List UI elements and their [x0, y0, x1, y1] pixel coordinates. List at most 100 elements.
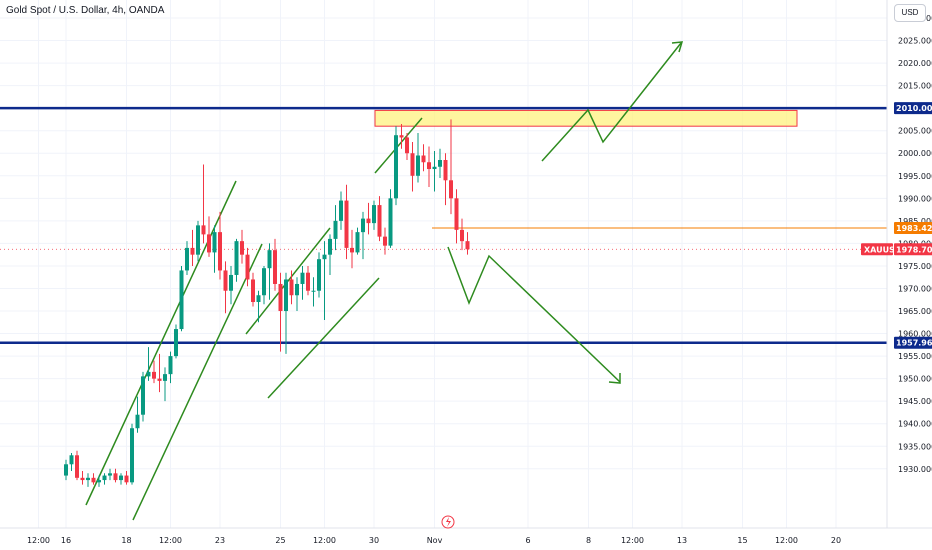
candle-body	[295, 283, 299, 296]
candle-body	[256, 295, 261, 303]
candle-body	[344, 200, 349, 248]
candle-body	[218, 232, 222, 271]
time-tick-label: 12:00	[27, 536, 50, 545]
candle-body	[306, 272, 310, 291]
candle-body	[185, 247, 189, 271]
time-tick-label: 30	[369, 536, 379, 545]
price-tick-label: 1930.000	[898, 465, 932, 474]
candle-body	[130, 428, 134, 483]
level-badge-zone: 2010.000	[896, 104, 932, 113]
time-tick-label: 15	[737, 536, 747, 545]
candle-body	[69, 455, 74, 465]
price-tick-label: 2020.000	[898, 59, 932, 68]
time-tick-label: 12:00	[621, 536, 644, 545]
time-tick-label: Nov	[427, 536, 443, 545]
candle-body	[207, 234, 211, 253]
price-tick-label: 1935.000	[898, 442, 932, 451]
candle-body	[399, 135, 404, 138]
price-tick-label: 1960.000	[898, 330, 932, 339]
price-tick-label: 1975.000	[898, 262, 932, 271]
candle-body	[152, 371, 156, 379]
candle-body	[124, 475, 129, 483]
candle-body	[300, 272, 305, 284]
candle-body	[262, 268, 266, 296]
time-tick-label: 16	[61, 536, 71, 545]
level-badge-bottom: 1957.963	[896, 339, 932, 348]
candle-body	[317, 259, 321, 291]
time-tick-label: 23	[215, 536, 225, 545]
candle-body	[163, 374, 167, 381]
level-badge-mid: 1983.428	[896, 224, 932, 233]
candle-body	[383, 236, 387, 246]
candle-body	[460, 229, 464, 242]
trend-channel-line[interactable]	[132, 243, 263, 521]
trend-channel-line[interactable]	[267, 277, 380, 399]
price-tick-label: 1990.000	[898, 194, 932, 203]
candle-body	[278, 283, 283, 312]
candle-body	[157, 378, 162, 381]
candle-body	[438, 160, 442, 167]
candle-body	[267, 250, 272, 269]
candle-body	[355, 232, 360, 253]
candle-body	[75, 455, 79, 478]
symbol-title[interactable]: Gold Spot / U.S. Dollar, 4h, OANDA	[6, 5, 165, 16]
price-tick-label: 1970.000	[898, 284, 932, 293]
candle-body	[410, 153, 415, 176]
candle-body	[339, 200, 343, 221]
candle-body	[229, 274, 233, 291]
candle-body	[361, 218, 365, 233]
candle-body	[284, 279, 288, 312]
candle-body	[421, 155, 426, 163]
candle-body	[80, 477, 85, 481]
candle-body	[212, 232, 217, 253]
candle-body	[168, 356, 173, 375]
candle-body	[289, 279, 294, 296]
candle-body	[245, 254, 250, 280]
symbol-badge-bg	[861, 243, 893, 256]
candle-body	[196, 225, 200, 255]
candle-body	[432, 166, 437, 170]
candle-body	[119, 475, 123, 481]
candle-body	[372, 205, 376, 224]
candle-body	[113, 473, 118, 481]
time-tick-label: 12:00	[313, 536, 336, 545]
currency-button[interactable]: USD	[894, 4, 926, 22]
time-tick-label: 20	[831, 536, 841, 545]
candle-body	[449, 180, 453, 199]
time-tick-label: 12:00	[775, 536, 798, 545]
level-badge-mid-bg	[894, 221, 932, 234]
price-tick-label: 1965.000	[898, 307, 932, 316]
supply-zone[interactable]	[374, 109, 798, 127]
price-scale[interactable]	[887, 0, 932, 528]
bullish-projection-path[interactable]	[541, 42, 682, 162]
price-tick-label: 2005.000	[898, 127, 932, 136]
candle-body	[454, 198, 459, 230]
price-tick-label: 1945.000	[898, 397, 932, 406]
candle-body	[141, 376, 145, 415]
candle-body	[201, 225, 206, 235]
candle-body	[394, 135, 398, 199]
candle-body	[108, 473, 112, 476]
candle-body	[64, 464, 68, 476]
price-tick-label: 1955.000	[898, 352, 932, 361]
candle-body	[135, 414, 140, 429]
candle-body	[146, 371, 151, 377]
candle-body	[91, 477, 96, 483]
candle-body	[251, 279, 255, 303]
bearish-arrowhead	[608, 373, 621, 384]
candle-body	[273, 250, 277, 284]
candle-body	[328, 238, 332, 255]
level-badge-zone-bg	[894, 102, 932, 115]
candle-body	[223, 270, 228, 291]
price-tick-label: 1940.000	[898, 420, 932, 429]
price-tick-label: 1985.000	[898, 217, 932, 226]
price-tick-label: 1950.000	[898, 375, 932, 384]
trend-channel-line[interactable]	[374, 117, 423, 174]
candle-body	[416, 155, 420, 176]
lightning-icon	[446, 517, 451, 527]
candle-body	[377, 205, 382, 237]
price-tick-label: 2015.000	[898, 82, 932, 91]
last-price-badge-bg	[894, 243, 932, 256]
bearish-projection-path[interactable]	[447, 246, 621, 383]
